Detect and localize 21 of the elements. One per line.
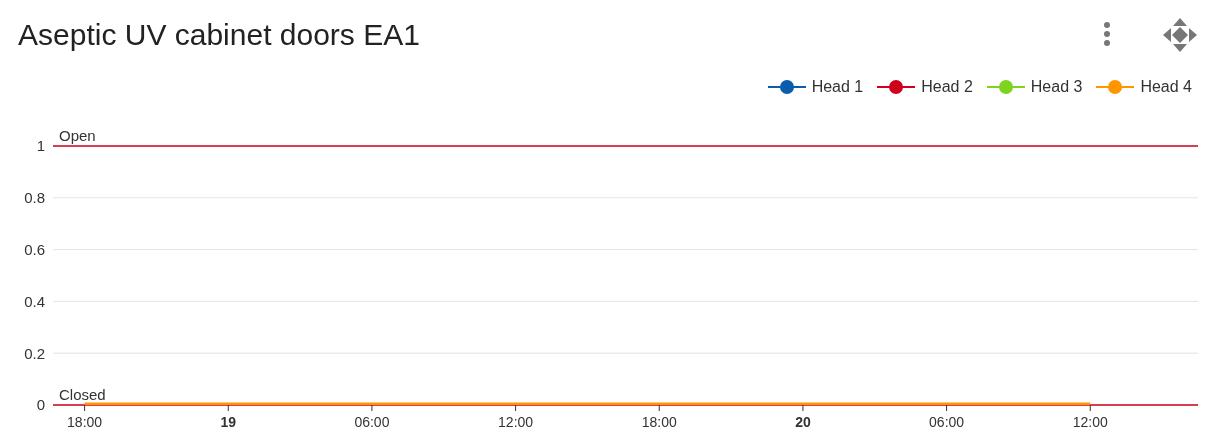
y-tick-label: 0.4 [24,292,45,310]
legend-label: Head 3 [1029,78,1083,96]
ref-line-label: Closed [59,385,106,403]
x-tick-label: 06:00 [929,414,965,430]
y-tick-label: 0.2 [24,344,45,362]
x-tick-label: 18:00 [641,414,677,430]
x-tick-label: 12:00 [498,414,534,430]
x-tick-label: 18:00 [67,414,103,430]
legend-label: Head 2 [920,78,973,96]
x-tick-label: 12:00 [1072,414,1108,430]
ref-line-label: Open [59,126,96,144]
y-tick-label: 0.6 [24,240,45,258]
legend-label: Head 1 [810,78,864,96]
y-tick-label: 1 [36,137,45,155]
y-tick-label: 0 [36,396,45,414]
x-tick-label: 19 [220,414,237,430]
x-tick-label: 20 [795,414,811,430]
y-tick-label: 0.8 [24,189,45,207]
legend-label: Head 4 [1139,78,1192,96]
chart-title: Aseptic UV cabinet doors EA1 [18,18,420,52]
x-tick-label: 06:00 [354,414,390,430]
